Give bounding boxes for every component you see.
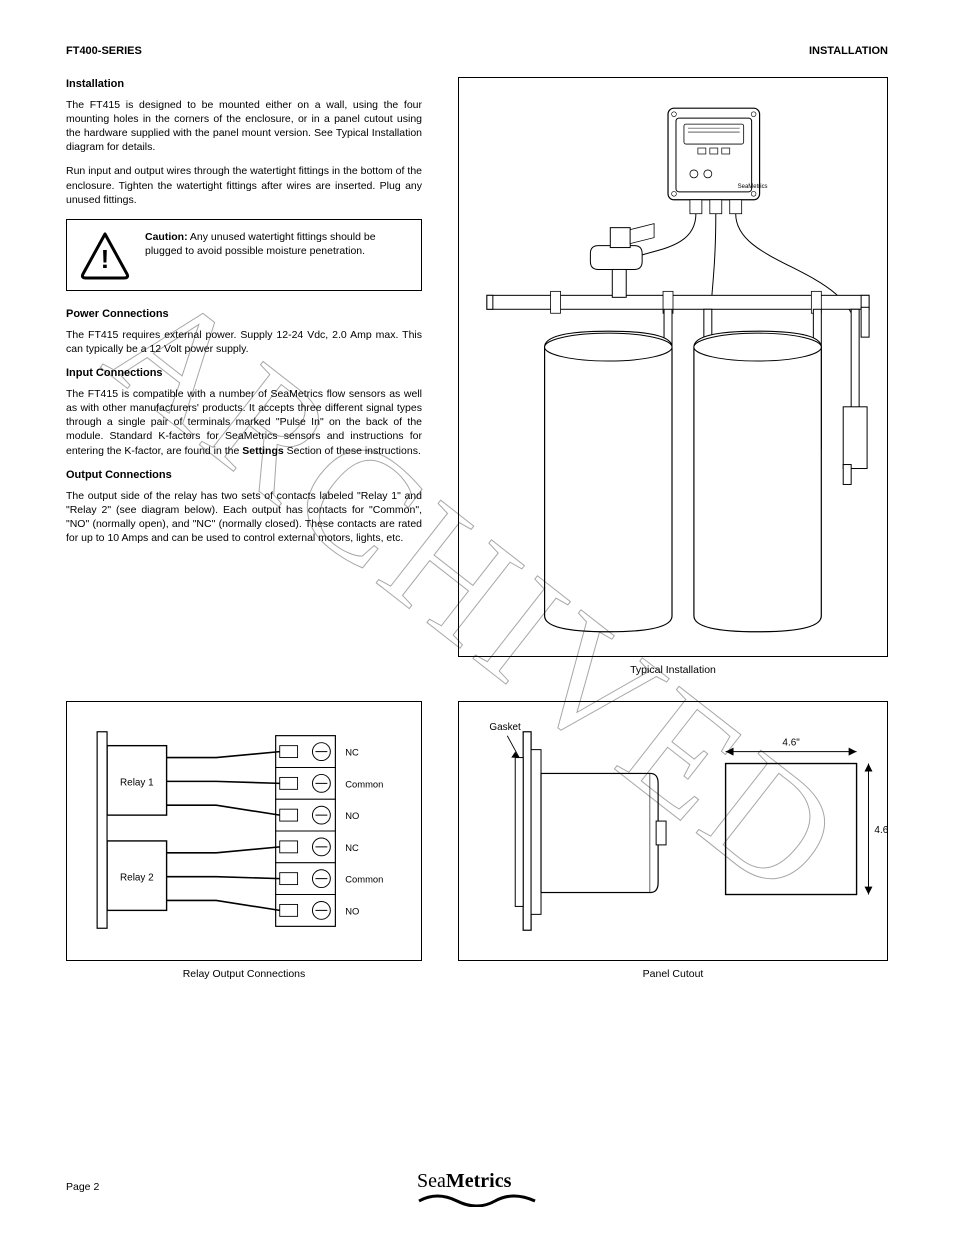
install-paragraph-1: The FT415 is designed to be mounted eith… [66,98,422,155]
t4-label: NC [345,842,359,853]
power-paragraph: The FT415 requires external power. Suppl… [66,328,422,356]
install-title: Installation [66,77,422,92]
input-post: Section of these instructions. [284,445,421,457]
relay1-label: Relay 1 [120,777,154,788]
relay-caption: Relay Output Connections [66,967,422,981]
typical-install-svg: SeaMetrics [459,78,887,656]
brand-wave-icon [417,1193,537,1207]
input-bold: Settings [242,445,283,457]
typical-install-figure: SeaMetrics [458,77,888,657]
power-title: Power Connections [66,307,422,322]
brand-sea: Sea [417,1170,446,1192]
header-left: FT400-SERIES [66,44,142,59]
right-column: SeaMetrics [458,77,888,677]
warning-triangle-icon: ! [77,230,133,280]
install-paragraph-2: Run input and output wires through the w… [66,164,422,207]
brand-logo: SeaMetrics [417,1168,537,1207]
relay-svg: Relay 1 Relay 2 [67,702,421,960]
relay2-label: Relay 2 [120,873,154,884]
output-title: Output Connections [66,468,422,483]
panel-caption: Panel Cutout [458,967,888,981]
typical-install-caption: Typical Installation [458,663,888,677]
panel-height: 4.6" [874,825,887,836]
panel-width: 4.6" [782,738,800,749]
brand-metrics: Metrics [446,1170,512,1192]
output-paragraph: The output side of the relay has two set… [66,489,422,546]
header-right: INSTALLATION [809,44,888,59]
t3-label: NO [345,810,359,821]
relay-figure: Relay 1 Relay 2 [66,701,422,961]
footer: Page 2 SeaMetrics [0,1168,954,1207]
input-title: Input Connections [66,366,422,381]
left-column: Installation The FT415 is designed to be… [66,77,422,677]
gasket-label: Gasket [489,722,521,733]
svg-text:!: ! [101,244,110,274]
t2-label: Common [345,778,383,789]
input-paragraph: The FT415 is compatible with a number of… [66,387,422,458]
relay-figure-wrap: Relay 1 Relay 2 [66,701,422,981]
page-number: Page 2 [66,1180,99,1194]
caution-text-block: Caution: Any unused watertight fittings … [145,230,409,258]
caution-box: ! Caution: Any unused watertight fitting… [66,219,422,291]
caution-label: Caution: [145,231,188,243]
panel-svg: Gasket 4.6" 4.6" [459,702,887,960]
svg-text:SeaMetrics: SeaMetrics [738,184,768,190]
t5-label: Common [345,874,383,885]
t6-label: NO [345,905,359,916]
panel-figure-wrap: Gasket 4.6" 4.6" [458,701,888,981]
panel-figure: Gasket 4.6" 4.6" [458,701,888,961]
t1-label: NC [345,747,359,758]
